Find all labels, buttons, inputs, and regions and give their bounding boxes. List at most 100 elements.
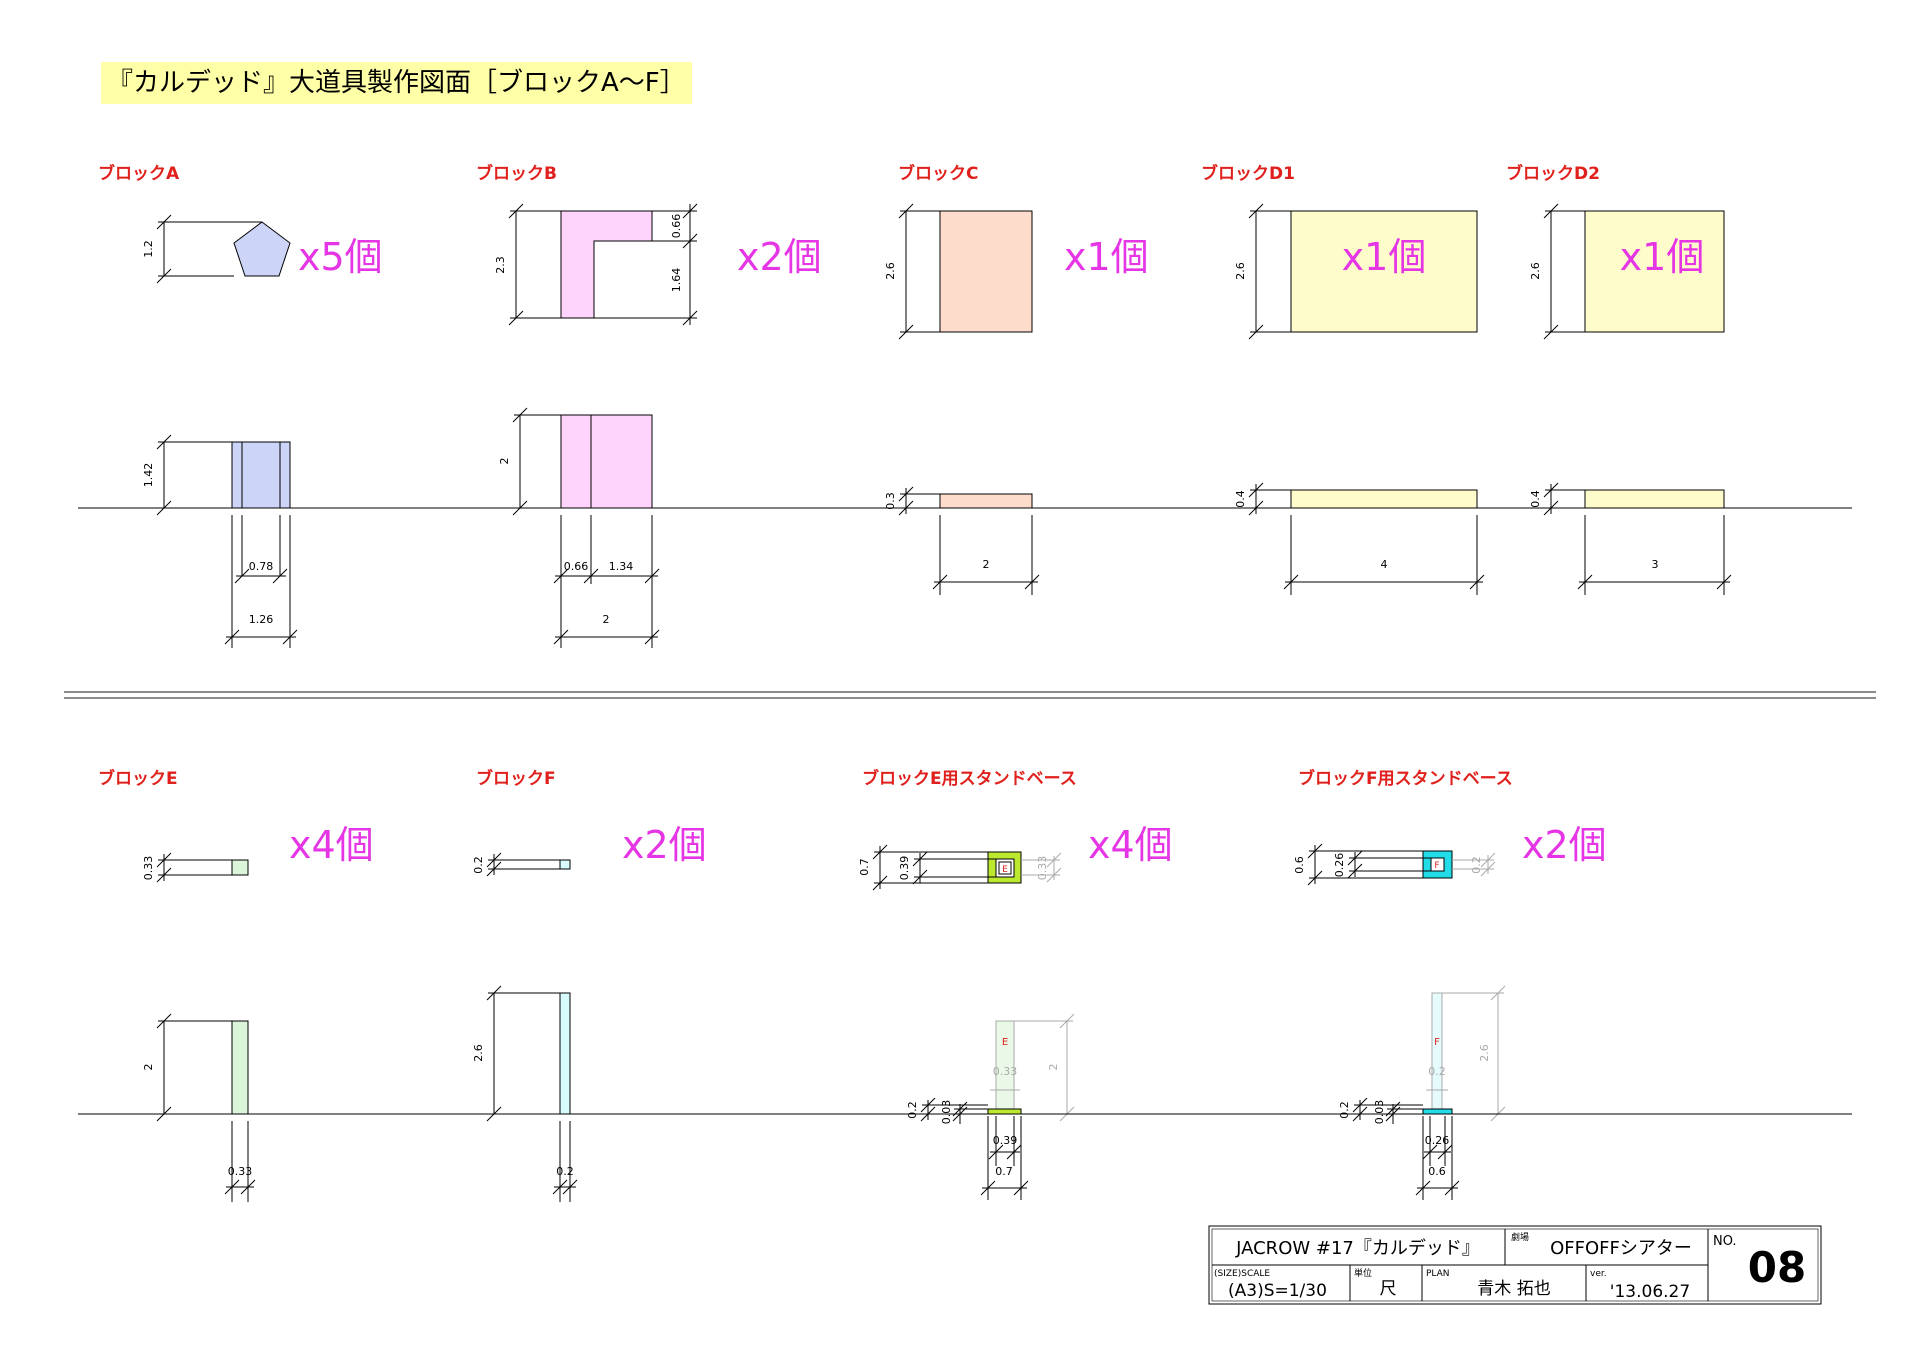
- tb-plan-label: PLAN: [1426, 1269, 1450, 1279]
- block-b-label: ブロックB: [476, 163, 557, 184]
- block-e-stand-plan-outer-dim: 0.7: [858, 858, 871, 876]
- block-d2-plan-height: 2.6: [1529, 262, 1542, 280]
- block-b-count: x2個: [737, 235, 822, 279]
- block-c-width-total: 2: [983, 558, 990, 571]
- block-e-stand-elev-gray-h: 2: [1047, 1064, 1060, 1071]
- block-e-elev-height: 2: [142, 1064, 155, 1071]
- tb-ver: '13.06.27: [1610, 1282, 1690, 1302]
- block-a-plan-pentagon: [233, 221, 291, 277]
- block-f-stand-plan-mark: F: [1434, 861, 1439, 871]
- block-f-stand-elev-ghost: [1431, 992, 1443, 1110]
- block-d1-plan-dimension: 2.6: [1234, 203, 1291, 340]
- tb-project: JACROW #17『カルデッド』: [1235, 1238, 1480, 1259]
- block-e-stand-elev-base: 0.2: [906, 1101, 919, 1119]
- block-f-stand-plan-inner: [1430, 857, 1445, 872]
- block-f-stand-plan-inner-dim: 0.26: [1333, 853, 1346, 878]
- block-a-width-total: 1.26: [249, 613, 274, 626]
- block-b-width-left: 0.66: [564, 560, 589, 573]
- block-e-stand-plan-socket: [998, 861, 1012, 875]
- block-e-plan-dimension: 0.33: [142, 852, 232, 883]
- block-f-stand-label: ブロックF用スタンドベース: [1298, 768, 1513, 789]
- block-b-elevation: 2 0.66 1.34 2: [498, 407, 660, 648]
- block-e-plan-rect: [231, 859, 249, 876]
- block-c-label: ブロックC: [898, 163, 978, 184]
- block-f-count: x2個: [622, 823, 707, 867]
- block-f-elev-height: 2.6: [472, 1044, 485, 1062]
- block-e-stand-width-total: 0.7: [995, 1165, 1013, 1178]
- tb-theater-label: 劇場: [1511, 1231, 1529, 1243]
- block-f-plan-height: 0.2: [472, 856, 485, 874]
- block-d2: ブロックD2 x1個 2.6 0.4 3: [1506, 163, 1732, 595]
- block-c-count: x1個: [1064, 235, 1149, 279]
- block-a-plan-dimension: 1.2: [142, 214, 262, 284]
- block-f-elevation: 2.6 0.2: [472, 985, 578, 1202]
- block-d1-elev-height: 0.4: [1234, 490, 1247, 508]
- tb-size: (A3)S=1/30: [1228, 1281, 1327, 1301]
- block-f-stand-plan-dimension: 0.6 0.26 0.2: [1293, 843, 1496, 886]
- tb-unit-label: 単位: [1354, 1267, 1372, 1279]
- block-f-stand-width-total: 0.6: [1428, 1165, 1446, 1178]
- block-f: ブロックF x2個 0.2 2.6 0.2: [472, 768, 707, 1202]
- block-b-plan-bottom: 1.64: [670, 268, 683, 293]
- block-b-plan-dimension: 2.3 0.66 1.64: [494, 203, 698, 326]
- block-d2-elev-height: 0.4: [1529, 490, 1542, 508]
- block-f-stand-elev-plate: 0.03: [1373, 1100, 1386, 1125]
- block-d1-plan-rect: [1290, 210, 1478, 333]
- block-c-plan-rect: [939, 210, 1033, 333]
- tb-theater: OFFOFFシアター: [1550, 1238, 1692, 1259]
- block-c-plan-height: 2.6: [884, 262, 897, 280]
- block-f-stand-plan-outer-dim: 0.6: [1293, 856, 1306, 874]
- block-f-stand-elev-mark: F: [1434, 1037, 1440, 1048]
- block-f-stand-plan-gray-dim: 0.2: [1470, 856, 1483, 874]
- tb-no-label: NO.: [1713, 1234, 1737, 1249]
- block-b-plan-top: 0.66: [670, 214, 683, 239]
- block-d2-width-total: 3: [1652, 558, 1659, 571]
- block-e-plan-height: 0.33: [142, 856, 155, 881]
- block-e-width-total: 0.33: [228, 1165, 253, 1178]
- block-a-count: x5個: [298, 235, 383, 279]
- tb-unit: 尺: [1380, 1279, 1397, 1299]
- block-a-plan-height: 1.2: [142, 240, 155, 258]
- block-a-label: ブロックA: [98, 163, 180, 184]
- block-e: ブロックE x4個 0.33 2 0.33: [98, 768, 374, 1202]
- block-d1-label: ブロックD1: [1201, 163, 1295, 184]
- block-f-stand-elevation: F 2.6 0.2 0.2 0.03 0.26 0.6: [1338, 985, 1506, 1200]
- block-e-stand-plan-inner-dim: 0.39: [898, 856, 911, 881]
- block-d2-label: ブロックD2: [1506, 163, 1600, 184]
- block-e-stand-count: x4個: [1088, 823, 1173, 867]
- title-block: JACROW #17『カルデッド』 劇場 OFFOFFシアター NO. 08 (…: [1208, 1225, 1822, 1305]
- block-e-count: x4個: [289, 823, 374, 867]
- block-b-width-right: 1.34: [609, 560, 634, 573]
- tb-no: 08: [1748, 1243, 1806, 1292]
- block-e-stand-plan-outer: [987, 851, 1022, 884]
- block-f-stand-elev-gray-w: 0.2: [1428, 1065, 1446, 1078]
- block-e-stand-elev-mark: E: [1002, 1037, 1008, 1048]
- block-d2-plan-dimension: 2.6: [1529, 203, 1585, 340]
- block-f-plan-rect: [559, 859, 571, 870]
- block-e-stand-plan-dimension: 0.7 0.39 0.33: [858, 844, 1062, 891]
- block-b-width-total: 2: [603, 613, 610, 626]
- block-e-label: ブロックE: [98, 768, 178, 789]
- block-e-stand-plan-gray-dim: 0.33: [1036, 856, 1049, 881]
- block-f-stand: ブロックF用スタンドベース F x2個 0.6 0.26 0.2 F: [1293, 768, 1607, 1200]
- block-d1-count: x1個: [1342, 235, 1427, 279]
- block-b-plan-l-shape: [560, 210, 653, 319]
- block-e-stand: ブロックE用スタンドベース E x4個 0.7 0.39 0.33 E: [858, 768, 1173, 1200]
- block-b-plan-height: 2.3: [494, 256, 507, 274]
- block-e-stand-plan-mark: E: [1002, 865, 1008, 875]
- block-f-width-total: 0.2: [556, 1165, 574, 1178]
- block-a: ブロックA x5個 1.2 1.42 0.78 1.: [98, 163, 383, 648]
- block-e-stand-elev-gray-w: 0.33: [993, 1065, 1018, 1078]
- drawing-title: 『カルデッド』大道具製作図面［ブロックA〜F］: [101, 62, 692, 104]
- block-f-label: ブロックF: [476, 768, 556, 789]
- block-d1-plan-height: 2.6: [1234, 262, 1247, 280]
- block-d2-plan-rect: [1584, 210, 1725, 333]
- block-c: ブロックC x1個 2.6 0.3 2: [884, 163, 1149, 595]
- block-e-stand-label: ブロックE用スタンドベース: [862, 768, 1077, 789]
- tb-plan: 青木 拓也: [1477, 1279, 1550, 1299]
- block-d1: ブロックD1 x1個 2.6 0.4 4: [1201, 163, 1485, 595]
- block-f-stand-width-inner: 0.26: [1425, 1134, 1450, 1147]
- block-a-width-inner: 0.78: [249, 560, 274, 573]
- block-d2-elevation: 0.4 3: [1529, 482, 1732, 595]
- block-c-plan-dimension: 2.6: [884, 203, 940, 340]
